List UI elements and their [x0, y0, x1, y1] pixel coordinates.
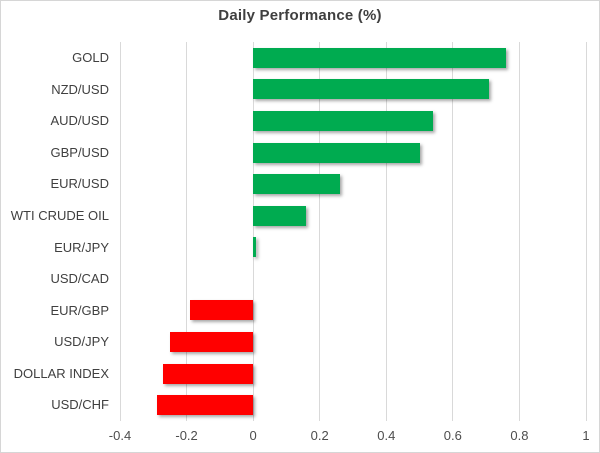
bar-gbp-usd — [253, 142, 420, 163]
gridline — [585, 42, 587, 421]
gridline — [385, 42, 387, 421]
gridline — [252, 42, 254, 421]
category-label: GBP/USD — [50, 144, 109, 160]
x-tick-label: -0.4 — [108, 428, 132, 443]
category-label: EUR/GBP — [50, 302, 109, 318]
gridline — [186, 42, 188, 421]
bar-usd-jpy — [169, 332, 254, 353]
category-label: USD/JPY — [54, 334, 109, 350]
bar-nzd-usd — [253, 79, 490, 100]
category-label: AUD/USD — [50, 113, 109, 129]
category-label: EUR/JPY — [54, 239, 109, 255]
category-label: EUR/USD — [50, 176, 109, 192]
gridline — [319, 42, 321, 421]
bar-dollar-index — [163, 363, 254, 384]
x-tick-label: 0.6 — [443, 428, 462, 443]
bar-eur-usd — [253, 174, 340, 195]
chart-title: Daily Performance (%) — [218, 7, 382, 24]
x-tick-label: -0.2 — [175, 428, 198, 443]
x-tick-label: 1 — [582, 428, 590, 443]
gridline — [119, 42, 121, 421]
gridline — [518, 42, 520, 421]
gridline — [452, 42, 454, 421]
bar-wti-crude-oil — [253, 205, 307, 226]
bar-aud-usd — [253, 110, 433, 131]
category-label: NZD/USD — [51, 81, 109, 97]
bar-eur-gbp — [189, 300, 254, 321]
category-label: WTI CRUDE OIL — [10, 207, 109, 223]
x-tick-label: 0.2 — [310, 428, 329, 443]
category-label: DOLLAR INDEX — [13, 365, 109, 381]
category-label: USD/CHF — [51, 397, 109, 413]
x-tick-label: 0.8 — [510, 428, 529, 443]
category-label: USD/CAD — [50, 271, 109, 287]
bar-gold — [253, 47, 507, 68]
plot-area — [119, 42, 587, 421]
x-tick-label: 0.4 — [377, 428, 396, 443]
category-label: GOLD — [72, 50, 109, 65]
bar-eur-jpy — [253, 237, 257, 258]
x-tick-label: 0 — [249, 428, 257, 443]
bar-usd-chf — [156, 395, 254, 416]
